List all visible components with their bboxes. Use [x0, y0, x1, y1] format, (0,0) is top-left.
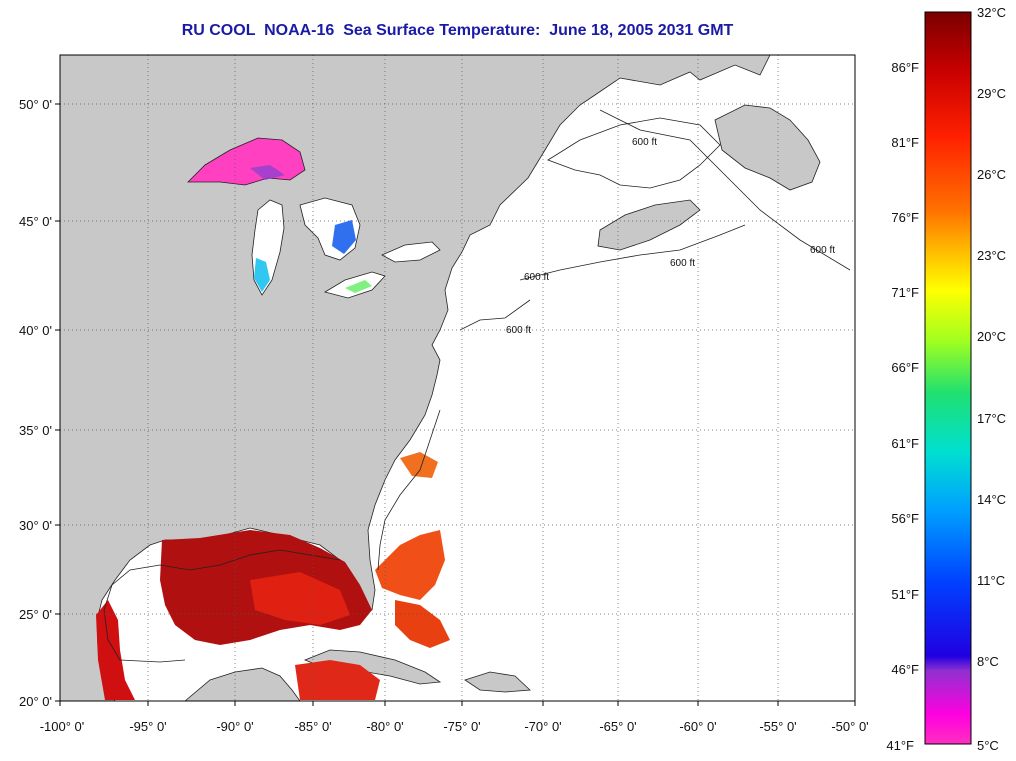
lon-label: -100° 0'	[40, 719, 85, 734]
colorbar-celsius-label: 32°C	[977, 5, 1006, 20]
colorbar-celsius-label: 17°C	[977, 411, 1006, 426]
colorbar-fahrenheit-label: 66°F	[891, 360, 919, 375]
atlantic-sst-bahamas	[375, 530, 445, 600]
atlantic-sst-carolina	[400, 452, 438, 478]
hispaniola-landmass	[464, 671, 531, 693]
atlantic-sst-florida-east	[395, 600, 450, 648]
gulf-st-lawrence	[547, 117, 721, 189]
lon-label: -65° 0'	[599, 719, 636, 734]
colorbar-fahrenheit-label: 41°F	[886, 738, 914, 753]
isobath-label: 600 ft	[524, 272, 549, 283]
lat-label: 35° 0'	[19, 423, 52, 438]
map-title: RU COOL NOAA-16 Sea Surface Temperature:…	[181, 22, 734, 39]
isobath-600ft-gulf	[103, 549, 341, 663]
grid-lines	[60, 55, 855, 701]
map-frame	[59, 54, 856, 702]
colorbar-fahrenheit-label: 76°F	[891, 210, 919, 225]
colorbar-celsius-label: 8°C	[977, 654, 999, 669]
lat-label: 45° 0'	[19, 214, 52, 229]
lake-erie-sst	[345, 280, 372, 293]
lake-superior-cold-patch	[250, 165, 285, 180]
lon-label: -95° 0'	[129, 719, 166, 734]
colorbar-fahrenheit-label: 86°F	[891, 60, 919, 75]
colorbar-fahrenheit-label: 51°F	[891, 587, 919, 602]
colorbar-celsius-label: 20°C	[977, 329, 1006, 344]
lake-michigan-sst	[254, 258, 270, 292]
lon-label: -70° 0'	[524, 719, 561, 734]
isobath-label: 600 ft	[670, 258, 695, 269]
lon-label: -85° 0'	[294, 719, 331, 734]
isobath-label: 600 ft	[506, 325, 531, 336]
newfoundland-landmass	[714, 104, 821, 191]
lat-label: 50° 0'	[19, 97, 52, 112]
colorbar-fahrenheit-label: 61°F	[891, 436, 919, 451]
colorbar-fahrenheit-label: 71°F	[891, 285, 919, 300]
gulf-sst-hot	[250, 572, 350, 625]
colorbar-celsius-label: 26°C	[977, 167, 1006, 182]
lake-huron-sst	[332, 220, 356, 254]
lon-label: -55° 0'	[759, 719, 796, 734]
colorbar-celsius-label: 11°C	[977, 573, 1005, 588]
colorbar-fahrenheit-label: 56°F	[891, 511, 919, 526]
lat-label: 30° 0'	[19, 518, 52, 533]
lon-label: -50° 0'	[831, 719, 868, 734]
isobath-600ft-atlantic	[377, 109, 851, 571]
lon-label: -75° 0'	[443, 719, 480, 734]
lat-label: 20° 0'	[19, 694, 52, 709]
colorbar-celsius-label: 29°C	[977, 86, 1006, 101]
colorbar	[924, 11, 972, 745]
lat-label: 40° 0'	[19, 323, 52, 338]
isobath-label: 600 ft	[632, 137, 657, 148]
lake-ontario	[381, 241, 441, 263]
yucatan-landmass	[184, 667, 301, 701]
colorbar-celsius-label: 14°C	[977, 492, 1006, 507]
lon-label: -80° 0'	[366, 719, 403, 734]
colorbar-fahrenheit-label: 81°F	[891, 135, 919, 150]
colorbar-celsius-label: 5°C	[977, 738, 999, 753]
colorbar-fahrenheit-label: 46°F	[891, 662, 919, 677]
axis-ticks	[55, 103, 856, 706]
lon-label: -90° 0'	[216, 719, 253, 734]
lon-label: -60° 0'	[679, 719, 716, 734]
colorbar-celsius-label: 23°C	[977, 248, 1006, 263]
nova-scotia-landmass	[597, 199, 701, 251]
lat-label: 25° 0'	[19, 607, 52, 622]
north-america-landmass	[60, 55, 771, 701]
isobath-label: 600 ft	[810, 245, 835, 256]
caribbean-sst	[295, 660, 380, 700]
